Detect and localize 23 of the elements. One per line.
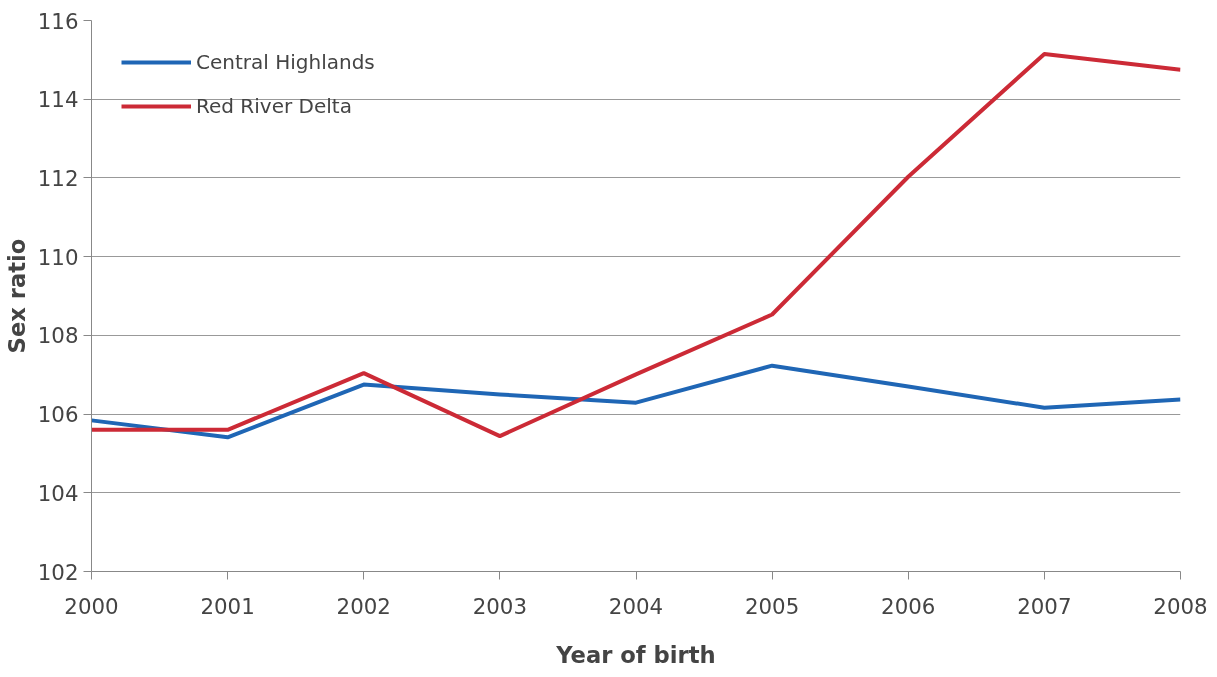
x-tick-label: 2002 (336, 593, 391, 619)
x-tick-label: 2005 (744, 593, 800, 619)
y-axis-title: Sex ratio (3, 238, 30, 354)
y-tick-label: 116 (37, 8, 79, 34)
line-series (91, 363, 1181, 440)
x-tick-label: 2000 (64, 593, 119, 619)
x-tick-label: 2001 (200, 593, 255, 619)
y-tick-label: 106 (37, 402, 79, 428)
y-tick-label: 110 (37, 244, 79, 270)
y-tick-label: 102 (37, 559, 79, 585)
line-series (91, 51, 1181, 439)
x-tick-label: 2004 (608, 593, 664, 619)
x-tick-label: 2006 (881, 593, 936, 619)
x-axis-title: Year of birth (555, 641, 716, 668)
legend-label: Central Highlands (196, 50, 375, 74)
y-tick-label: 114 (37, 87, 79, 113)
legend-label: Red River Delta (196, 94, 352, 118)
y-tick-label: 104 (37, 480, 79, 506)
y-tick-label: 112 (37, 165, 79, 191)
x-tick-label: 2003 (472, 593, 528, 619)
y-tick-label: 108 (37, 323, 79, 349)
x-tick-label: 2007 (1017, 593, 1072, 619)
x-tick-label: 2008 (1153, 593, 1208, 619)
